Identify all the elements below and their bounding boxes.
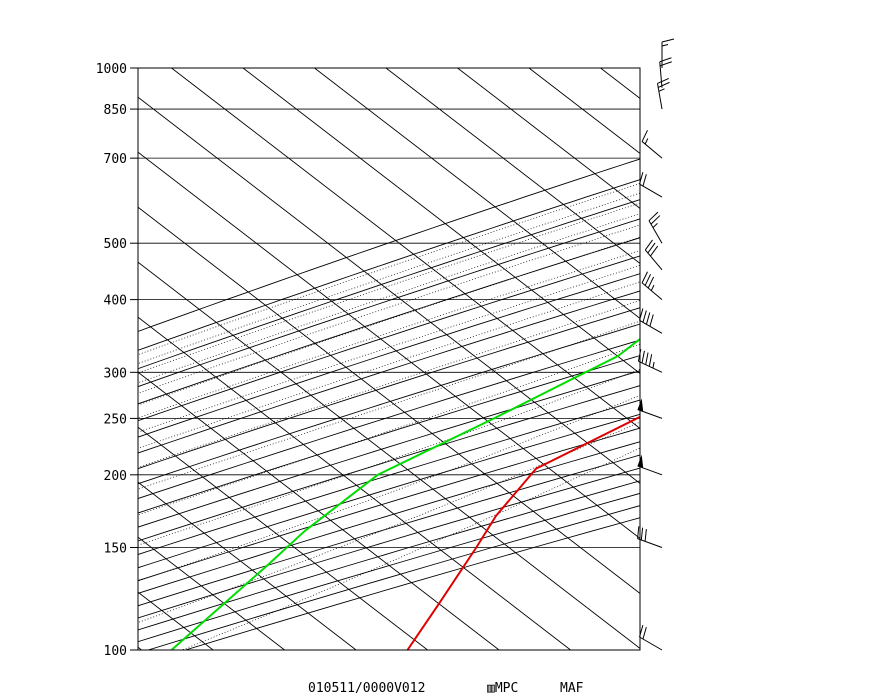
moist-adiabat (138, 236, 640, 406)
footer: 010511/0000V012 ▥MPC MAF (308, 681, 584, 696)
moist-adiabat (138, 192, 640, 364)
dry-adiabat (138, 237, 640, 405)
moist-adiabat (138, 320, 640, 490)
moist-adiabat (138, 224, 640, 394)
pressure-tick-label: 850 (104, 103, 127, 118)
isotherm (528, 68, 640, 154)
isotherm (744, 68, 896, 650)
background-grid (0, 68, 896, 650)
wind-barb (644, 239, 663, 271)
mixing-ratio-line (863, 68, 896, 300)
dry-adiabat (138, 492, 640, 643)
wind-barb (661, 38, 675, 68)
isotherm (672, 68, 896, 650)
dry-adiabat (185, 517, 640, 650)
isotherm (138, 481, 357, 650)
dry-adiabat (138, 480, 640, 631)
moist-adiabat (138, 213, 640, 384)
isotherm (138, 316, 571, 650)
wind-barb (637, 526, 663, 548)
mixing-ratio-line (734, 68, 896, 300)
pressure-tick-label: 500 (104, 237, 127, 252)
moist-adiabat (138, 281, 640, 449)
series-line-1 (406, 415, 640, 650)
isotherm (0, 68, 70, 650)
wind-barb (641, 130, 663, 159)
wind-barb (637, 398, 663, 419)
pressure-tick-label: 250 (104, 412, 127, 427)
pressure-tick-label: 700 (104, 152, 127, 167)
dry-adiabat (138, 307, 640, 470)
moist-adiabat (138, 250, 640, 419)
isotherm (138, 536, 285, 650)
isotherm (138, 371, 500, 650)
dry-adiabat (138, 370, 640, 528)
dry-adiabat (138, 385, 640, 542)
footer-station: MAF (560, 681, 584, 696)
moist-adiabat (138, 368, 640, 546)
isotherm (138, 206, 640, 594)
dry-adiabat (138, 273, 640, 438)
isotherm (171, 68, 640, 429)
profile-series (170, 337, 640, 650)
footer-datetime: 010511/0000V012 (308, 681, 425, 696)
isotherm (242, 68, 640, 374)
mixing-ratio-line (824, 68, 896, 300)
pressure-tick-label: 300 (104, 366, 127, 381)
moist-adiabat (138, 395, 640, 582)
moist-adiabat (138, 202, 640, 374)
wind-barb (637, 454, 663, 476)
dry-adiabat (138, 413, 640, 569)
pressure-tick-label: 400 (104, 294, 127, 309)
pressure-tick-label: 150 (104, 542, 127, 557)
moist-adiabat (138, 343, 640, 516)
isotherm (138, 151, 640, 539)
dry-adiabat (138, 441, 640, 594)
dry-adiabat (138, 158, 640, 332)
mixing-ratio-line (780, 68, 896, 300)
moist-adiabat (138, 183, 640, 356)
dry-adiabat (138, 179, 640, 351)
footer-center: ▥MPC (487, 681, 518, 696)
isotherm (600, 68, 640, 99)
wind-barb (648, 211, 663, 244)
wind-barb (639, 308, 663, 334)
dry-adiabat (138, 339, 640, 500)
wind-barb (641, 271, 663, 300)
wind-barb (639, 624, 663, 651)
wind-barb (656, 77, 670, 110)
dry-adiabat (138, 199, 640, 370)
plot-frame (137, 67, 641, 651)
dry-adiabat (138, 323, 640, 485)
moist-adiabat (138, 300, 640, 468)
pressure-axis: 100 150 200 250 300 400 500 700 850 1000 (96, 62, 138, 659)
pressure-tick-label: 1000 (96, 62, 127, 77)
isotherm (385, 68, 640, 264)
isotherm (138, 426, 428, 650)
dry-adiabat (138, 355, 640, 514)
dry-adiabat (138, 255, 640, 422)
dry-adiabat (138, 427, 640, 582)
pressure-tick-label: 100 (104, 644, 127, 659)
isotherm (314, 68, 640, 319)
moist-adiabat (138, 264, 640, 433)
dry-adiabat (138, 290, 640, 454)
series-line-2 (170, 337, 640, 650)
wind-barbs (637, 38, 675, 651)
wind-barb (639, 172, 663, 198)
dry-adiabat (138, 218, 640, 388)
isotherm (138, 96, 640, 484)
isotherm (457, 68, 640, 209)
pressure-tick-label: 200 (104, 469, 127, 484)
mixing-ratio-line (892, 68, 896, 300)
mixing-ratio-line (645, 68, 896, 300)
moist-adiabat (181, 447, 640, 650)
mixing-ratio-line (700, 68, 896, 300)
wind-barb (637, 349, 663, 373)
dry-adiabat (138, 399, 640, 555)
dry-adiabat (148, 505, 640, 650)
dry-adiabat (138, 454, 640, 607)
